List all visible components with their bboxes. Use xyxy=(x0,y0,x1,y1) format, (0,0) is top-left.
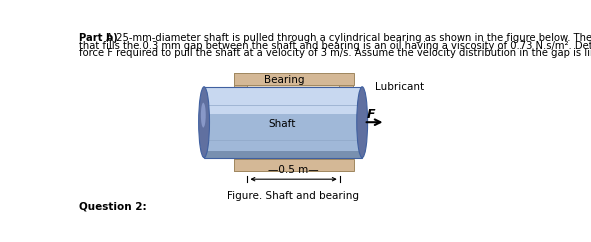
Bar xyxy=(248,85,340,159)
Text: Shaft: Shaft xyxy=(268,119,296,129)
Ellipse shape xyxy=(357,87,368,158)
Text: —0.5 m—: —0.5 m— xyxy=(268,165,319,175)
Bar xyxy=(339,73,353,172)
Bar xyxy=(204,88,362,114)
Text: Question 2:: Question 2: xyxy=(79,202,147,212)
Bar xyxy=(204,87,362,158)
Bar xyxy=(233,73,353,85)
Text: Lubricant: Lubricant xyxy=(375,82,424,92)
Text: F: F xyxy=(367,108,376,121)
Bar xyxy=(233,73,248,172)
Bar xyxy=(204,87,362,158)
Text: Part b): Part b) xyxy=(79,33,118,43)
Text: that fills the 0.3 mm gap between the shaft and bearing is an oil having a visco: that fills the 0.3 mm gap between the sh… xyxy=(79,41,591,51)
Bar xyxy=(204,98,362,151)
Ellipse shape xyxy=(201,103,206,128)
Text: force F required to pull the shaft at a velocity of 3 m/s. Assume the velocity d: force F required to pull the shaft at a … xyxy=(79,48,591,58)
Text: Bearing: Bearing xyxy=(264,75,304,85)
Text: Figure. Shaft and bearing: Figure. Shaft and bearing xyxy=(227,191,359,201)
Text: A 25-mm-diameter shaft is pulled through a cylindrical bearing as shown in the f: A 25-mm-diameter shaft is pulled through… xyxy=(103,33,591,43)
Ellipse shape xyxy=(199,87,209,158)
Bar xyxy=(233,159,353,172)
